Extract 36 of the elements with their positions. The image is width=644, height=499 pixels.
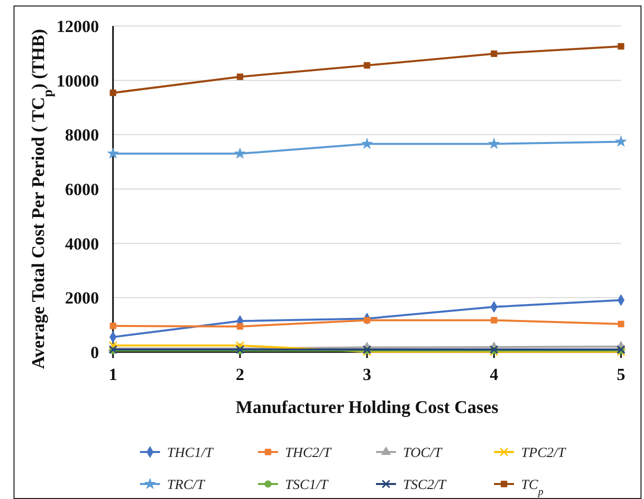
x-tick-label: 1: [108, 365, 118, 384]
legend-label: TC$_{p}$: [521, 478, 544, 498]
point: [361, 138, 373, 149]
point: [234, 148, 246, 159]
point: [110, 90, 116, 96]
x-axis-title: Manufacturer Holding Cost Cases: [236, 397, 498, 417]
y-tick-label: 12000: [56, 17, 99, 36]
legend-label: TSC2/T: [403, 478, 448, 493]
x-tick-label: 5: [616, 365, 626, 384]
point: [618, 320, 624, 328]
point: [236, 323, 244, 330]
x-tick-label: 3: [362, 365, 372, 384]
legend-label: THC1/T: [167, 446, 214, 461]
point: [107, 148, 119, 159]
legend-label: TSC1/T: [285, 478, 330, 493]
y-tick-label: 10000: [56, 71, 99, 90]
x-tick-label: 2: [236, 365, 244, 384]
point: [615, 136, 627, 147]
y-tick-label: 8000: [65, 126, 99, 145]
y-tick-label: 0: [90, 343, 99, 362]
point: [364, 316, 370, 324]
legend-label: TPC2/T: [521, 446, 567, 461]
y-tick-label: 4000: [65, 234, 99, 254]
point: [490, 50, 498, 57]
point: [110, 322, 116, 330]
point: [236, 74, 244, 80]
point: [618, 43, 624, 50]
legend-label: THC2/T: [285, 446, 332, 461]
point: [490, 316, 498, 324]
y-tick-label: 6000: [65, 180, 99, 199]
x-tick-label: 4: [490, 365, 499, 384]
point: [364, 62, 370, 69]
legend-label: TOC/T: [403, 446, 443, 461]
y-tick-label: 2000: [65, 288, 99, 308]
point: [488, 138, 500, 149]
legend-label: TRC/T: [167, 478, 206, 493]
